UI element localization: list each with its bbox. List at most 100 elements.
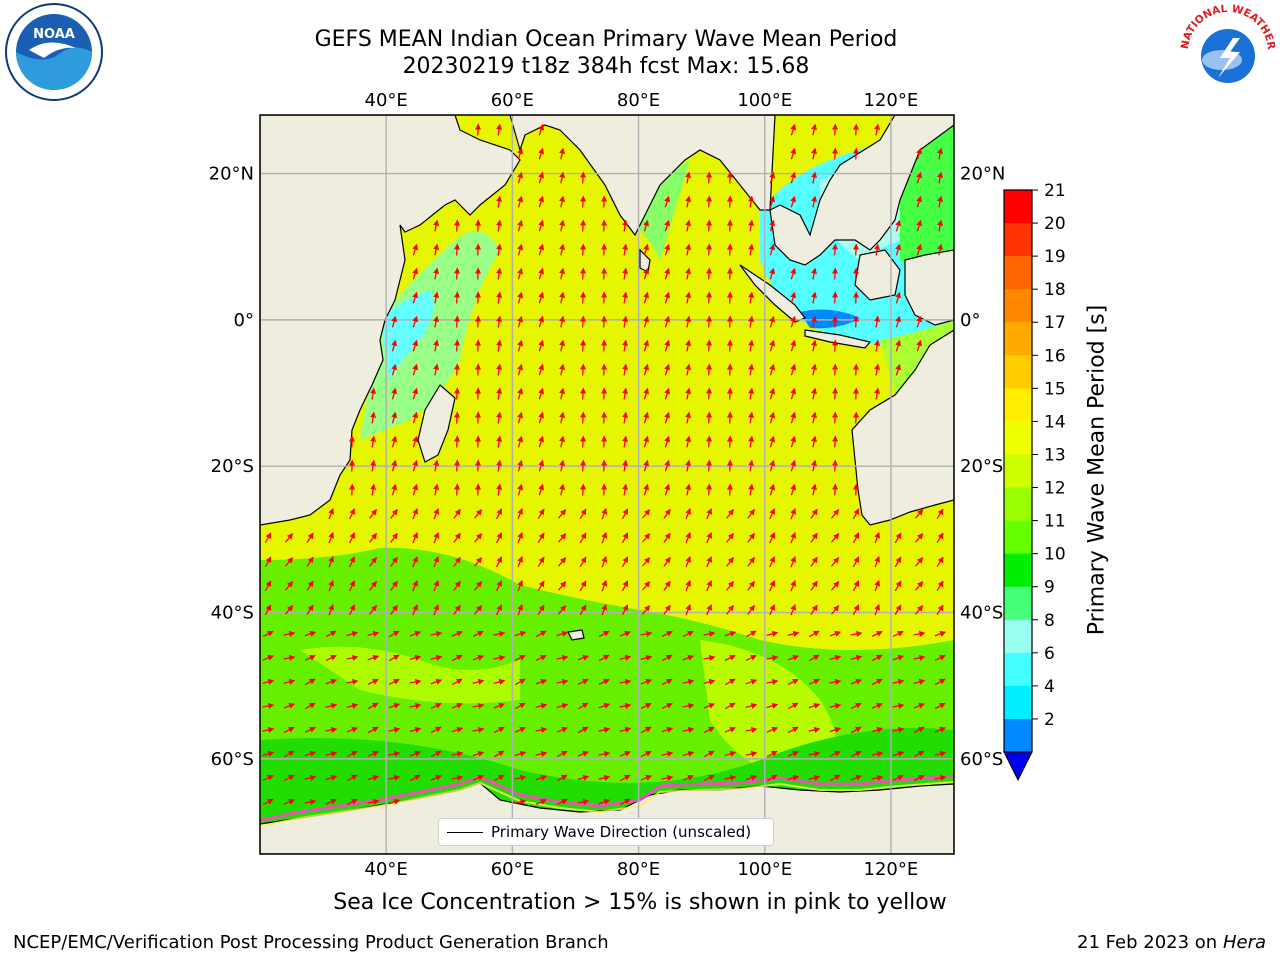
wave-arrow bbox=[895, 291, 902, 304]
wave-arrow bbox=[577, 655, 590, 661]
wave-arrow bbox=[769, 483, 776, 496]
wave-arrow bbox=[328, 579, 334, 592]
wave-arrow bbox=[535, 726, 548, 733]
wave-arrow bbox=[640, 630, 653, 637]
wave-arrow bbox=[642, 508, 651, 519]
wave-arrow bbox=[496, 219, 503, 232]
wave-arrow bbox=[496, 315, 503, 328]
wave-arrow bbox=[598, 654, 610, 662]
wave-arrow bbox=[430, 679, 443, 685]
wave-arrow bbox=[598, 750, 611, 757]
wave-arrow bbox=[538, 171, 545, 184]
wave-arrow bbox=[388, 726, 401, 733]
wave-arrow bbox=[538, 363, 545, 376]
wave-arrow bbox=[787, 655, 800, 661]
wave-arrow bbox=[388, 679, 400, 685]
wave-arrow bbox=[559, 411, 566, 424]
wave-arrow bbox=[557, 605, 567, 615]
wave-arrow bbox=[852, 556, 860, 568]
wave-arrow bbox=[559, 363, 566, 376]
wave-arrow bbox=[369, 580, 378, 591]
land-java bbox=[804, 329, 872, 349]
wave-arrow bbox=[325, 726, 338, 733]
wave-arrow bbox=[685, 531, 691, 544]
wave-arrow bbox=[556, 702, 569, 709]
wave-arrow bbox=[451, 750, 464, 757]
wave-arrow bbox=[726, 532, 734, 543]
wave-arrow bbox=[831, 580, 840, 591]
wave-arrow bbox=[914, 509, 924, 519]
wave-arrow bbox=[451, 631, 463, 637]
colorbar: 21 20 19 18 17 16 15 14 13 12 11 10 9 8 6 4 2 bbox=[1003, 181, 1066, 782]
wave-arrow bbox=[748, 243, 755, 256]
wave-arrow bbox=[832, 291, 839, 304]
wave-arrow bbox=[706, 339, 713, 352]
wave-arrow bbox=[538, 339, 545, 352]
wave-arrow bbox=[643, 339, 650, 352]
wave-arrow bbox=[685, 315, 692, 328]
sea-ice-edge-yellow bbox=[261, 781, 954, 827]
wave-arrow bbox=[284, 557, 294, 567]
wave-arrow bbox=[832, 483, 839, 496]
colorbar-swatch bbox=[1004, 553, 1032, 588]
wave-arrow bbox=[892, 750, 905, 757]
wave-arrow bbox=[748, 291, 755, 304]
wave-arrow bbox=[433, 219, 440, 232]
wave-arrow bbox=[622, 219, 629, 232]
wave-arrow bbox=[495, 532, 503, 544]
wave-arrow bbox=[852, 604, 860, 616]
wave-arrow bbox=[495, 556, 503, 568]
wave-arrow bbox=[685, 219, 692, 232]
wave-arrow bbox=[685, 267, 692, 280]
lat-tick-right: 40°S bbox=[960, 603, 1003, 624]
wave-arrow bbox=[619, 751, 631, 757]
colorbar-swatch bbox=[1004, 190, 1032, 224]
wave-arrow bbox=[916, 171, 923, 184]
wave-arrow bbox=[769, 459, 776, 472]
wave-arrow bbox=[517, 219, 524, 232]
wave-arrow bbox=[724, 750, 737, 757]
wave-arrow bbox=[874, 243, 881, 256]
wave-arrow bbox=[514, 750, 527, 757]
wave-arrow bbox=[850, 654, 863, 661]
wave-arrow bbox=[474, 556, 483, 567]
colorbar-tick-label: 17 bbox=[1044, 313, 1066, 333]
wave-arrow bbox=[262, 726, 275, 733]
wave-arrow bbox=[349, 580, 355, 592]
wave-arrow bbox=[913, 678, 926, 685]
colorbar-tick-label: 14 bbox=[1044, 412, 1066, 432]
lon-tick-top: 40°E bbox=[365, 90, 408, 111]
wave-arrow bbox=[454, 339, 461, 352]
wave-arrow bbox=[894, 604, 902, 616]
wave-arrow bbox=[811, 195, 818, 208]
wave-arrow bbox=[769, 339, 776, 352]
land-arabia-africa bbox=[260, 115, 521, 526]
wave-arrow bbox=[810, 580, 818, 591]
wave-arrow bbox=[412, 363, 419, 376]
wave-arrow bbox=[810, 508, 818, 519]
wave-arrow bbox=[390, 532, 398, 543]
wave-arrow bbox=[598, 774, 611, 781]
wave-arrow bbox=[412, 387, 419, 400]
wave-arrow bbox=[748, 315, 755, 328]
map-frame bbox=[259, 114, 955, 855]
colorbar-swatch bbox=[1004, 289, 1032, 323]
gridlines bbox=[260, 115, 954, 854]
wave-arrow bbox=[601, 507, 607, 520]
wave-arrow bbox=[664, 411, 671, 424]
wave-arrow bbox=[451, 774, 464, 781]
wave-arrow bbox=[619, 702, 632, 709]
wave-arrow bbox=[832, 459, 839, 472]
lon-tick-top: 80°E bbox=[617, 90, 660, 111]
land-madagascar bbox=[417, 384, 456, 463]
wave-arrow bbox=[934, 774, 947, 781]
wave-arrow bbox=[474, 604, 483, 615]
wave-arrow bbox=[682, 630, 694, 638]
wave-arrow bbox=[454, 243, 461, 256]
wave-arrow bbox=[598, 798, 611, 805]
colorbar-tick-label: 19 bbox=[1044, 247, 1066, 267]
wave-arrow bbox=[790, 435, 797, 448]
wave-arrow bbox=[643, 267, 650, 280]
wave-arrow bbox=[871, 631, 883, 637]
